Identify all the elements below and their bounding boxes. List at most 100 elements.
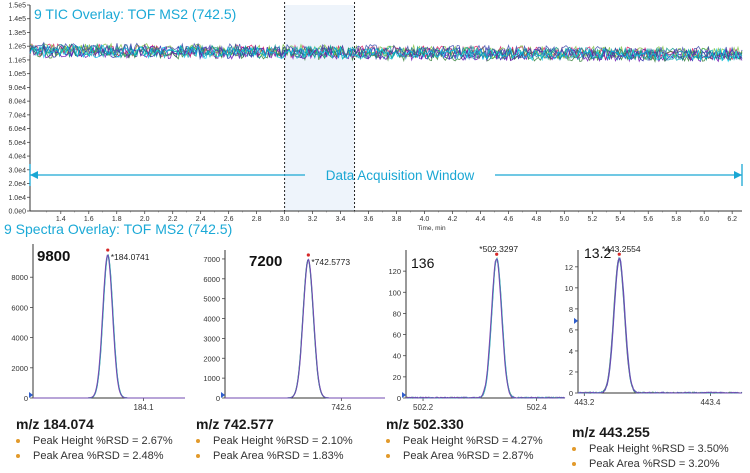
spectra-charts: 9 Spectra Overlay: TOF MS2 (742.5)020004… xyxy=(4,221,743,412)
spectrum-series-line xyxy=(577,257,743,394)
mz-label: m/z 742.577 xyxy=(196,416,274,432)
tic-y-tick-label: 1.3e5 xyxy=(8,30,26,37)
spectrum-y-tick-label: 2 xyxy=(569,368,573,377)
spectrum-series-line xyxy=(225,258,385,399)
spectrum-series-line xyxy=(578,257,743,394)
spectrum-y-tick-label: 3000 xyxy=(203,334,220,343)
tic-y-tick-label: 6.0e4 xyxy=(8,126,26,133)
tic-x-tick-label: 2.2 xyxy=(168,216,178,223)
spectrum-y-tick-label: 4000 xyxy=(203,315,220,324)
tic-x-tick-label: 1.8 xyxy=(112,216,122,223)
tic-y-tick-label: 2.0e4 xyxy=(8,181,26,188)
bullet-dot-icon xyxy=(16,454,20,459)
spectrum-x-tick-label: 502.2 xyxy=(413,403,434,412)
tic-x-tick-label: 4.6 xyxy=(504,216,514,223)
tic-x-tick-label: 3.6 xyxy=(364,216,374,223)
spectrum-y-tick-label: 100 xyxy=(388,288,401,297)
peak-apex-marker xyxy=(617,252,621,256)
spectrum-y-tick-label: 10 xyxy=(565,284,573,293)
peak-mz-label: *443.2554 xyxy=(602,244,641,254)
spectrum-y-tick-label: 7000 xyxy=(203,255,220,264)
axis-marker-arrow-icon xyxy=(574,317,578,324)
spectrum-x-tick-label: 742.6 xyxy=(331,403,352,412)
spectrum-y-tick-label: 120 xyxy=(388,267,401,276)
tic-x-tick-label: 5.2 xyxy=(587,216,597,223)
metrics-block-1: m/z 184.074 Peak Height %RSD = 2.67% Pea… xyxy=(16,416,173,462)
height-rsd-item: Peak Height %RSD = 2.10% xyxy=(196,435,353,447)
spectrum-y-tick-label: 4000 xyxy=(11,334,28,343)
spectrum-y-tick-label: 5000 xyxy=(203,295,220,304)
highlight-window xyxy=(284,5,355,211)
tic-y-tick-label: 1.4e5 xyxy=(8,16,26,23)
tic-x-tick-label: 5.8 xyxy=(671,216,681,223)
peak-apex-marker xyxy=(306,253,310,257)
tic-y-tick-label: 8.0e4 xyxy=(8,99,26,106)
tic-x-tick-label: 2.6 xyxy=(224,216,234,223)
tic-y-tick-label: 3.0e4 xyxy=(8,167,26,174)
metrics-block-3: m/z 502.330 Peak Height %RSD = 4.27% Pea… xyxy=(386,416,543,462)
mz-label: m/z 443.255 xyxy=(572,424,650,440)
spectrum-panel: 0 2000 4000 6000 8000 184.1 9800 *184.0741 xyxy=(11,244,185,412)
axis-marker-arrow-icon xyxy=(29,392,33,398)
height-rsd-item: Peak Height %RSD = 4.27% xyxy=(386,435,543,447)
metrics-block-2: m/z 742.577 Peak Height %RSD = 2.10% Pea… xyxy=(196,416,353,462)
tic-series-line xyxy=(29,44,743,63)
spectrum-panel: 0 1000 2000 3000 4000 5000 6000 7000 742.6 7200 *7… xyxy=(203,250,385,412)
spectrum-y-tick-label: 0 xyxy=(24,394,28,403)
axis-marker-arrow-icon xyxy=(221,392,225,398)
bullet-dot-icon xyxy=(16,439,20,444)
tic-x-tick-label: 6.0 xyxy=(699,216,709,223)
tic-x-tick-label: 2.8 xyxy=(252,216,262,223)
mz-label: m/z 502.330 xyxy=(386,416,464,432)
spectrum-y-tick-label: 0 xyxy=(397,394,401,403)
height-rsd-text: Peak Height %RSD = 3.50% xyxy=(589,443,729,455)
spectrum-y-tick-label: 0 xyxy=(569,389,573,398)
spectrum-max-intensity-label: 7200 xyxy=(249,253,282,270)
spectrum-series-line xyxy=(225,258,385,399)
spectrum-series-line xyxy=(405,258,565,399)
peak-apex-marker xyxy=(495,252,499,256)
peak-apex-marker xyxy=(106,248,110,252)
height-rsd-item: Peak Height %RSD = 2.67% xyxy=(16,435,173,447)
mz-label: m/z 184.074 xyxy=(16,416,94,432)
spectrum-x-tick-label: 184.1 xyxy=(134,403,155,412)
spectrum-y-tick-label: 6000 xyxy=(11,303,28,312)
tic-y-tick-label: 1.5e5 xyxy=(8,3,26,10)
spectrum-y-tick-label: 6 xyxy=(569,326,573,335)
tic-x-tick-label: 2.4 xyxy=(196,216,206,223)
spectrum-y-tick-label: 40 xyxy=(393,352,401,361)
tic-y-tick-label: 9.0e4 xyxy=(8,85,26,92)
spectrum-y-tick-label: 8000 xyxy=(11,273,28,282)
tic-x-tick-label: 4.4 xyxy=(476,216,486,223)
spectrum-x-tick-label: 502.4 xyxy=(527,403,548,412)
tic-x-tick-label: 2.0 xyxy=(140,216,150,223)
tic-x-tick-label: 5.4 xyxy=(615,216,625,223)
area-rsd-text: Peak Area %RSD = 1.83% xyxy=(213,450,344,462)
spectrum-y-tick-label: 60 xyxy=(393,331,401,340)
spectrum-y-tick-label: 2000 xyxy=(203,354,220,363)
tic-x-tick-label: 4.8 xyxy=(532,216,542,223)
tic-x-tick-label: 1.6 xyxy=(84,216,94,223)
tic-y-tick-label: 4.0e4 xyxy=(8,154,26,161)
spectrum-y-tick-label: 80 xyxy=(393,309,401,318)
tic-title: 9 TIC Overlay: TOF MS2 (742.5) xyxy=(34,6,236,22)
spectrum-y-tick-label: 20 xyxy=(393,373,401,382)
spectrum-y-tick-label: 4 xyxy=(569,347,573,356)
bullet-dot-icon xyxy=(196,454,200,459)
spectrum-series-line xyxy=(406,257,566,399)
height-rsd-item: Peak Height %RSD = 3.50% xyxy=(572,443,729,455)
spectrum-series-line xyxy=(577,256,743,394)
area-rsd-item: Peak Area %RSD = 1.83% xyxy=(196,450,353,462)
spectra-title: 9 Spectra Overlay: TOF MS2 (742.5) xyxy=(4,221,232,237)
tic-series-line xyxy=(29,41,743,60)
acquisition-arrow-right-head-icon xyxy=(734,171,742,179)
bullet-dot-icon xyxy=(386,439,390,444)
spectrum-y-tick-label: 0 xyxy=(216,394,220,403)
height-rsd-text: Peak Height %RSD = 2.10% xyxy=(213,435,353,447)
spectrum-series-line xyxy=(33,254,185,399)
tic-y-tick-label: 1.0e4 xyxy=(8,195,26,202)
spectrum-y-tick-label: 2000 xyxy=(11,364,28,373)
spectrum-max-intensity-label: 13.2 xyxy=(584,245,611,261)
spectrum-y-tick-label: 6000 xyxy=(203,275,220,284)
